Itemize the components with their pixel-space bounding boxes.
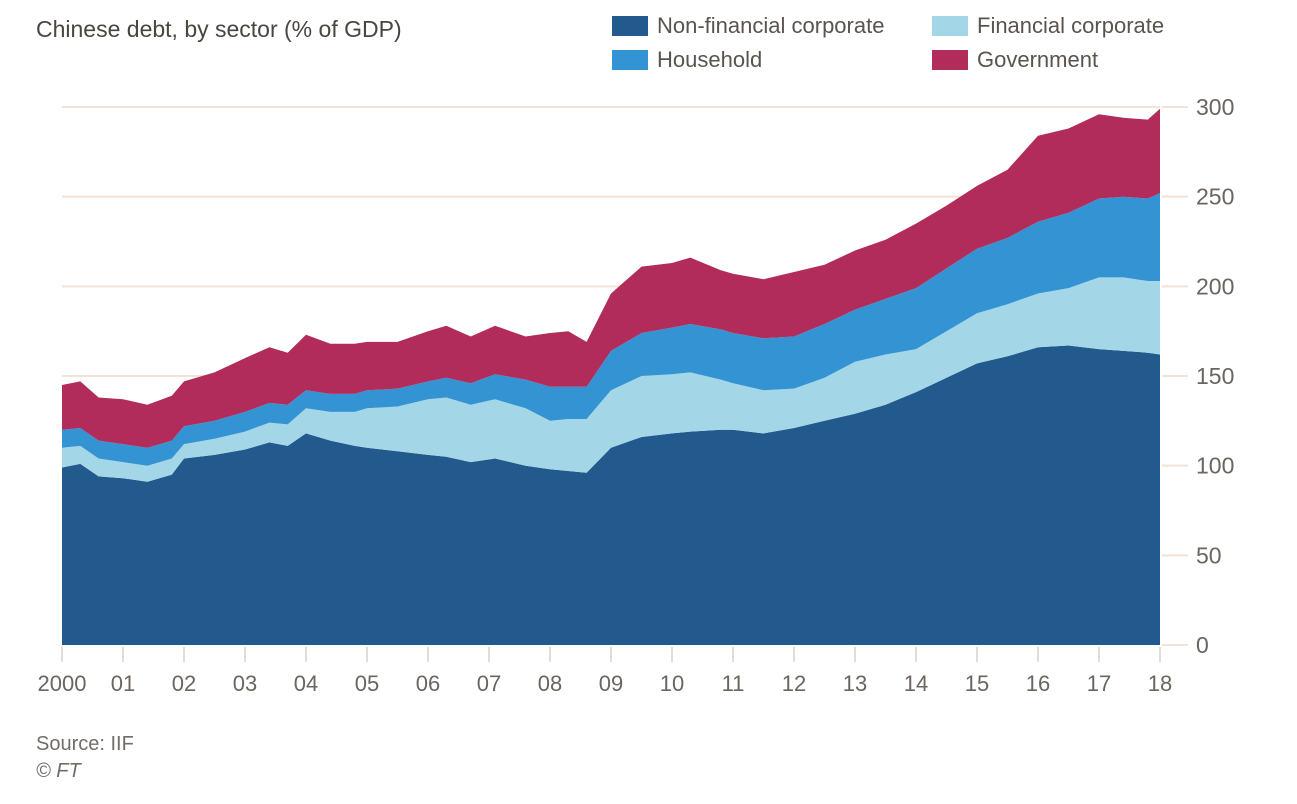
- legend-swatch-household: [612, 50, 648, 70]
- area-series-financial-corporate: [62, 277, 1160, 482]
- x-tick-label: 09: [599, 671, 623, 696]
- y-tick-label: 100: [1196, 453, 1234, 479]
- legend-label: Non-financial corporate: [657, 13, 885, 38]
- legend-label: Financial corporate: [977, 13, 1165, 38]
- x-tick-label: 10: [660, 671, 684, 696]
- x-tick-label: 13: [843, 671, 867, 696]
- y-tick-label: 0: [1196, 632, 1209, 658]
- x-tick-label: 05: [355, 671, 379, 696]
- x-tick-label: 01: [111, 671, 135, 696]
- y-tick-label: 50: [1196, 542, 1222, 568]
- area-series-non-financial-corporate: [62, 345, 1160, 645]
- x-tick-label: 2000: [38, 671, 87, 696]
- legend-item-government: Government: [932, 47, 1098, 73]
- legend-swatch-non-financial-corporate: [612, 16, 648, 36]
- x-tick-label: 11: [722, 671, 745, 696]
- legend-item-household: Household: [612, 47, 762, 73]
- legend-label: Household: [657, 47, 763, 72]
- chart-title: Chinese debt, by sector (% of GDP): [36, 16, 402, 42]
- x-tick-label: 02: [172, 671, 196, 696]
- area-series-government: [62, 108, 1160, 448]
- copyright-note: © FT: [36, 760, 81, 782]
- x-axis: 2000 01 02 03 04 05 06 07 08 09 10 11 12 13 14 15 16 17 18: [38, 647, 1172, 696]
- source-note: Source: IIF: [36, 733, 134, 755]
- x-tick-label: 03: [233, 671, 257, 696]
- x-tick-label: 07: [477, 671, 501, 696]
- x-tick-label: 06: [416, 671, 440, 696]
- y-tick-label: 200: [1196, 273, 1234, 299]
- legend-swatch-financial-corporate: [932, 16, 968, 36]
- y-tick-label: 300: [1196, 94, 1234, 120]
- y-tick-label: 250: [1196, 184, 1234, 210]
- x-tick-label: 04: [294, 671, 318, 696]
- x-tick-label: 17: [1087, 671, 1111, 696]
- legend-swatch-government: [932, 50, 968, 70]
- y-tick-label: 150: [1196, 363, 1234, 389]
- y-axis: 0 50 100 150 200 250 300: [1162, 94, 1234, 658]
- legend-label: Government: [977, 47, 1099, 72]
- legend-item-financial-corporate: Financial corporate: [932, 13, 1164, 39]
- x-tick-label: 14: [904, 671, 928, 696]
- x-tick-label: 12: [782, 671, 806, 696]
- x-tick-label: 15: [965, 671, 989, 696]
- legend-item-non-financial-corporate: Non-financial corporate: [612, 13, 884, 39]
- x-tick-label: 08: [538, 671, 562, 696]
- x-tick-label: 16: [1026, 671, 1050, 696]
- x-tick-label: 18: [1148, 671, 1172, 696]
- area-series-household: [62, 193, 1160, 466]
